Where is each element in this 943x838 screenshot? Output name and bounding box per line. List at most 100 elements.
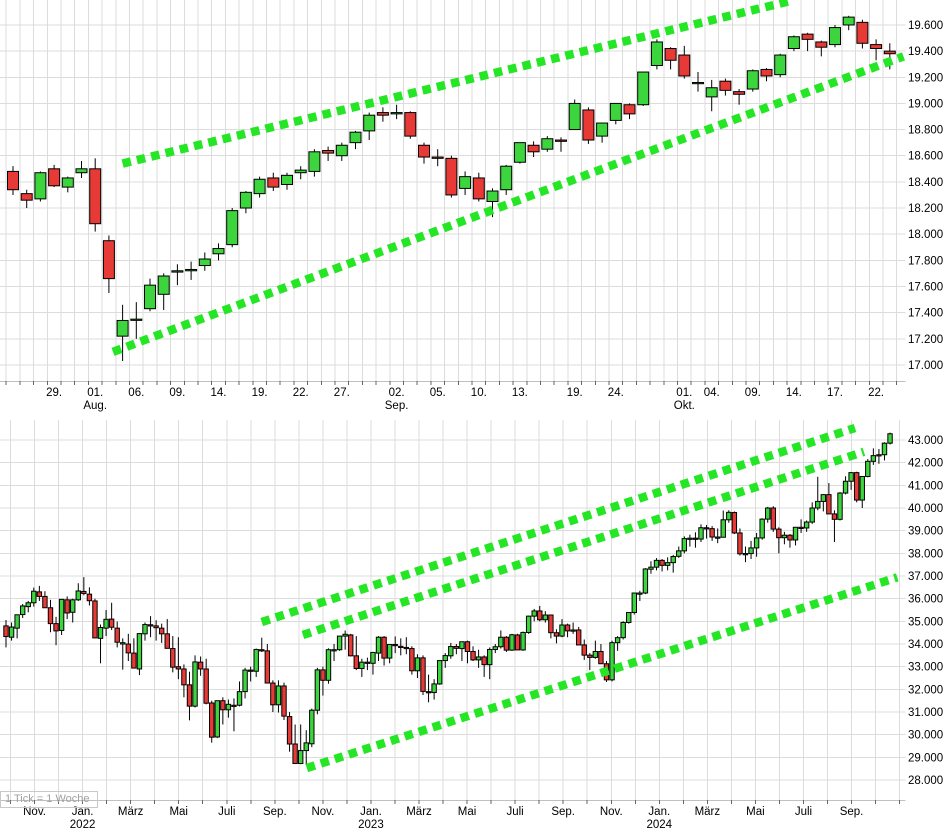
candle xyxy=(349,131,362,144)
weekly-candlestick-chart: 43.000 42.000 41.000 40.000 39.000 38.000 37.0… xyxy=(0,420,943,831)
candle xyxy=(815,500,821,509)
candle xyxy=(220,700,226,711)
svg-text:41.000: 41.000 xyxy=(908,480,943,492)
svg-text:30.000: 30.000 xyxy=(908,730,943,742)
candle xyxy=(431,156,444,159)
candle xyxy=(737,532,743,555)
candle xyxy=(459,641,465,650)
candle xyxy=(837,492,843,520)
svg-text:36.000: 36.000 xyxy=(908,594,943,606)
svg-text:02.: 02. xyxy=(389,387,405,399)
candle xyxy=(798,526,804,529)
svg-text:Jan.: Jan. xyxy=(72,806,94,818)
candles xyxy=(7,15,896,361)
candle xyxy=(171,270,184,273)
svg-text:31.000: 31.000 xyxy=(908,707,943,719)
svg-text:März: März xyxy=(406,806,432,818)
candle xyxy=(648,566,654,570)
candle xyxy=(582,109,595,141)
svg-text:22.: 22. xyxy=(868,387,884,399)
candle xyxy=(390,112,403,115)
svg-text:32.000: 32.000 xyxy=(908,684,943,696)
candle xyxy=(498,636,504,648)
svg-text:24.: 24. xyxy=(608,387,624,399)
candle xyxy=(815,41,828,48)
candle xyxy=(853,472,860,501)
svg-text:2022: 2022 xyxy=(70,819,96,831)
candle xyxy=(392,643,398,647)
candle xyxy=(581,644,587,656)
candle xyxy=(525,615,532,633)
candle xyxy=(75,590,81,601)
candle xyxy=(236,691,243,706)
candle xyxy=(520,631,526,651)
svg-text:05.: 05. xyxy=(430,387,446,399)
candle xyxy=(787,534,793,541)
candle xyxy=(637,592,643,595)
svg-text:19.400: 19.400 xyxy=(908,46,943,58)
candle xyxy=(826,494,832,515)
trendlines xyxy=(260,423,899,773)
candle xyxy=(81,590,87,594)
candle xyxy=(865,460,871,477)
svg-text:17.000: 17.000 xyxy=(908,360,943,372)
candle xyxy=(157,275,170,295)
candle xyxy=(19,605,26,616)
candle xyxy=(887,433,893,444)
candle xyxy=(418,144,430,158)
candle xyxy=(442,655,448,662)
candle xyxy=(842,16,855,26)
candle xyxy=(726,511,732,521)
candle xyxy=(130,318,143,321)
candle xyxy=(876,454,882,457)
svg-text:März: März xyxy=(695,806,721,818)
candle xyxy=(314,669,321,711)
candle xyxy=(158,627,165,635)
candle xyxy=(856,21,869,44)
candle xyxy=(770,507,776,530)
candle xyxy=(270,682,276,706)
candle xyxy=(759,518,765,539)
candle xyxy=(114,627,120,643)
candle xyxy=(320,669,326,681)
gridlines xyxy=(0,0,906,381)
candle xyxy=(34,172,47,200)
candle xyxy=(58,598,65,631)
candle xyxy=(398,645,404,648)
svg-text:17.400: 17.400 xyxy=(908,308,943,320)
candle xyxy=(242,669,248,693)
candle xyxy=(363,114,376,132)
candle xyxy=(459,176,472,189)
svg-text:19.600: 19.600 xyxy=(908,20,943,32)
candle xyxy=(48,168,61,187)
svg-text:29.000: 29.000 xyxy=(908,752,943,764)
x-axis-labels: 29. 01.Aug.06. 09. 14. 19. 22. 27. 02.Sep.05. 10… xyxy=(46,387,884,412)
candle xyxy=(859,475,865,501)
candle xyxy=(120,642,126,645)
candle xyxy=(596,122,609,137)
candle xyxy=(626,612,632,623)
candle xyxy=(198,258,211,267)
candle xyxy=(881,442,888,456)
candle xyxy=(153,625,159,629)
svg-text:39.000: 39.000 xyxy=(908,526,943,538)
candle xyxy=(692,82,704,85)
candles xyxy=(3,432,893,766)
candle xyxy=(303,742,309,752)
candle xyxy=(125,643,132,654)
candle xyxy=(325,649,332,681)
upper-channel-line-2 xyxy=(301,447,866,640)
candle xyxy=(776,528,782,539)
candle xyxy=(297,750,304,765)
candle xyxy=(203,668,209,704)
svg-text:Nov.: Nov. xyxy=(600,806,623,818)
svg-text:Sep.: Sep. xyxy=(840,806,864,818)
candle xyxy=(364,661,371,664)
candle xyxy=(681,538,688,552)
candle xyxy=(731,512,738,534)
candle xyxy=(239,191,252,209)
candle xyxy=(553,632,560,637)
svg-text:17.600: 17.600 xyxy=(908,281,943,293)
candle xyxy=(170,648,176,668)
candle xyxy=(431,683,437,694)
